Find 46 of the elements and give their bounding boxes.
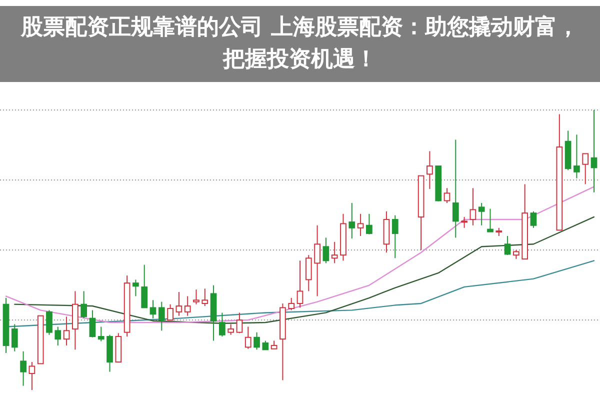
candlestick	[28, 362, 36, 390]
candlestick	[193, 288, 200, 305]
candlestick	[80, 290, 88, 319]
candlestick	[46, 310, 52, 336]
candlestick	[218, 312, 226, 338]
candlestick	[141, 264, 148, 308]
candlestick	[89, 310, 96, 338]
candlestick	[150, 300, 156, 319]
candlestick	[348, 202, 356, 240]
candlestick	[288, 297, 295, 311]
candlestick	[314, 224, 320, 297]
candlestick	[470, 188, 476, 226]
candlestick	[254, 332, 260, 350]
candlestick	[228, 324, 234, 336]
candlestick	[322, 237, 330, 264]
candlestick	[296, 260, 304, 308]
candlestick	[202, 288, 208, 306]
candlestick	[590, 110, 598, 193]
candlestick	[530, 210, 537, 228]
candlestick	[158, 301, 165, 332]
candlestick	[176, 292, 182, 316]
candlestick	[331, 241, 338, 264]
candlestick	[582, 153, 589, 185]
candlestick	[54, 326, 62, 346]
candlestick	[132, 279, 139, 297]
chart-title: 股票配资正规靠谱的公司 上海股票配资：助您撬动财富，把握投资机遇！	[0, 6, 600, 82]
candlestick	[305, 254, 312, 292]
candlestick	[574, 134, 580, 179]
candlestick	[478, 202, 485, 226]
candlestick	[392, 214, 398, 259]
candlestick	[184, 296, 191, 316]
candlestick	[357, 213, 364, 236]
candlestick	[366, 213, 372, 235]
candlestick	[504, 236, 511, 256]
candlestick	[452, 139, 459, 238]
candlestick	[487, 208, 494, 232]
candlestick	[63, 316, 70, 346]
candlestick	[244, 326, 252, 350]
candlestick	[98, 326, 104, 342]
candlestick	[167, 304, 174, 320]
candlestick	[236, 312, 243, 334]
candlestick	[444, 188, 450, 204]
candlestick	[11, 324, 18, 352]
candlestick	[461, 216, 468, 228]
candlestick	[20, 350, 26, 386]
candlestick	[426, 150, 433, 190]
